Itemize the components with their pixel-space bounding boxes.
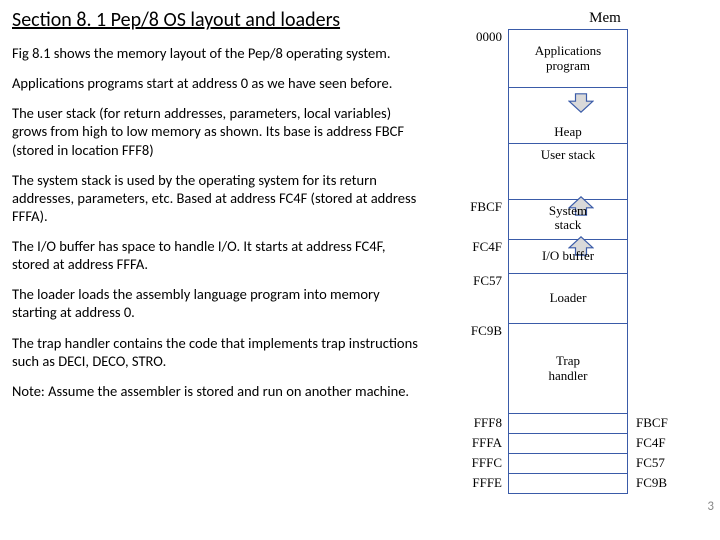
memory-block: Applications program	[509, 30, 627, 88]
block-label: Heap	[554, 125, 581, 139]
right-value: FBCF	[636, 415, 668, 431]
address-label: FC9B	[471, 323, 502, 339]
paragraph: Applications programs start at address 0…	[12, 74, 422, 92]
paragraph: Note: Assume the assembler is stored and…	[12, 382, 422, 400]
footer-row	[509, 454, 627, 474]
section-title: Section 8. 1 Pep/8 OS layout and loaders	[12, 8, 422, 32]
right-value: FC57	[636, 455, 665, 471]
block-label: System stack	[549, 204, 587, 233]
footer-row	[509, 474, 627, 494]
address-label: FBCF	[470, 199, 502, 215]
footer-row	[509, 414, 627, 434]
diagram-column: Mem 0000 FBCF FC4F FC57 FC9B FFF8 FFFA FFFC FFFE…	[430, 0, 720, 540]
page-number: 3	[707, 499, 714, 514]
memory-block: User stack	[509, 144, 627, 200]
memory-block: Heap	[509, 88, 627, 144]
footer-row	[509, 434, 627, 454]
memory-blocks: Applications program Heap User stack System…	[508, 29, 628, 494]
address-label: FFF8	[474, 415, 502, 431]
memory-block: Loader	[509, 274, 627, 324]
memory-diagram: Mem 0000 FBCF FC4F FC57 FC9B FFF8 FFFA FFFC FFFE…	[460, 10, 690, 494]
right-value: FC4F	[636, 435, 666, 451]
paragraph: The trap handler contains the code that …	[12, 334, 422, 370]
block-label: I/O buffer	[542, 249, 594, 263]
address-column: 0000 FBCF FC4F FC57 FC9B FFF8 FFFA FFFC FFFE	[460, 29, 508, 494]
paragraph: The I/O buffer has space to handle I/O. …	[12, 237, 422, 273]
block-label: Applications program	[535, 44, 601, 73]
memory-block: Trap handler	[509, 324, 627, 414]
right-value-column: FBCF FC4F FC57 FC9B	[628, 29, 684, 494]
text-column: Section 8. 1 Pep/8 OS layout and loaders…	[0, 0, 430, 540]
paragraph: The user stack (for return addresses, pa…	[12, 104, 422, 158]
memory-block: I/O buffer	[509, 240, 627, 274]
address-label: 0000	[476, 29, 502, 45]
block-label: Trap handler	[549, 354, 588, 383]
address-label: FFFC	[472, 455, 502, 471]
address-label: FC57	[473, 273, 502, 289]
address-label: FFFE	[472, 475, 502, 491]
block-label: Loader	[550, 291, 587, 305]
right-value: FC9B	[636, 475, 667, 491]
paragraph: The loader loads the assembly language p…	[12, 285, 422, 321]
memory-block: System stack	[509, 200, 627, 240]
block-label: User stack	[541, 148, 596, 162]
address-label: FFFA	[472, 435, 502, 451]
address-label: FC4F	[472, 239, 502, 255]
paragraph: Fig 8.1 shows the memory layout of the P…	[12, 44, 422, 62]
paragraph: The system stack is used by the operatin…	[12, 171, 422, 225]
diagram-header: Mem	[520, 10, 690, 27]
